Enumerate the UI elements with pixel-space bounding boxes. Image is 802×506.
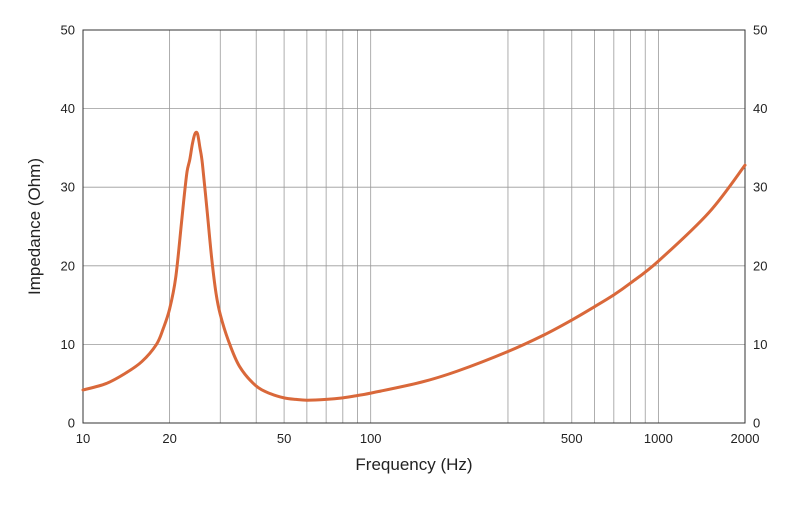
x-tick-label: 100 [360,431,382,446]
y-tick-label-left: 20 [61,258,75,273]
plot-frame [82,29,746,424]
x-axis-title: Frequency (Hz) [355,455,472,474]
y-tick-label-right: 40 [753,101,767,116]
x-tick-label: 20 [162,431,176,446]
x-tick-label: 50 [277,431,291,446]
impedance-series-line [81,130,747,402]
y-tick-label-right: 10 [753,337,767,352]
grid-lines [83,30,745,423]
y-tick-label-right: 0 [753,416,760,431]
y-tick-label-left: 10 [61,337,75,352]
y-tick-label-left: 0 [68,416,75,431]
y-tick-label-right: 50 [753,23,767,38]
x-tick-label: 10 [76,431,90,446]
y-axis-title: Impedance (Ohm) [25,158,44,295]
x-tick-label: 1000 [644,431,673,446]
y-tick-label-right: 20 [753,258,767,273]
y-tick-label-left: 50 [61,23,75,38]
series-layer [81,130,747,402]
x-tick-label: 500 [561,431,583,446]
x-tick-label: 2000 [731,431,760,446]
y-tick-label-left: 30 [61,180,75,195]
y-tick-label-left: 40 [61,101,75,116]
y-tick-label-right: 30 [753,180,767,195]
